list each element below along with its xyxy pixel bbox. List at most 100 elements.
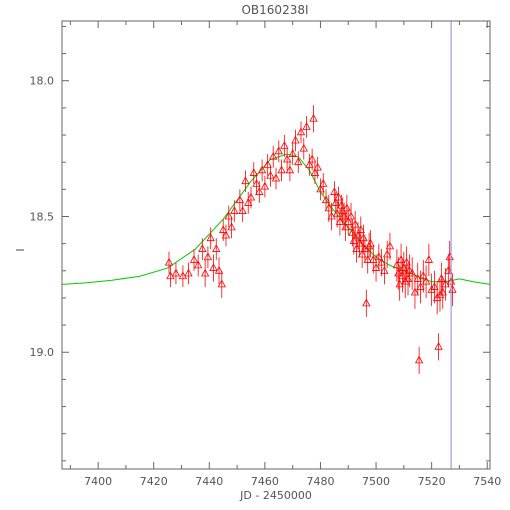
data-point — [244, 192, 253, 214]
data-point — [255, 181, 264, 203]
data-point — [405, 254, 414, 288]
data-point — [257, 159, 267, 182]
data-point — [274, 140, 283, 163]
data-point — [246, 186, 256, 209]
triangle-marker — [294, 157, 303, 166]
data-point — [212, 238, 221, 260]
data-point — [209, 254, 218, 282]
triangle-marker — [238, 206, 247, 214]
triangle-marker — [269, 151, 278, 160]
triangle-marker — [299, 143, 308, 152]
data-point — [414, 346, 424, 374]
data-point — [307, 148, 317, 171]
data-point — [266, 164, 275, 187]
data-point — [249, 162, 258, 184]
data-point — [395, 268, 404, 301]
data-point — [221, 224, 231, 247]
data-point — [448, 273, 457, 307]
triangle-marker — [189, 255, 199, 263]
triangle-marker — [408, 268, 417, 277]
data-point — [203, 246, 213, 269]
triangle-marker — [413, 274, 422, 282]
triangle-marker — [427, 284, 436, 293]
triangle-marker — [324, 203, 333, 212]
triangle-marker — [209, 263, 218, 271]
data-point — [252, 173, 261, 195]
data-point — [305, 154, 314, 176]
data-point — [241, 170, 250, 193]
data-point — [285, 159, 295, 182]
triangle-marker — [230, 206, 239, 214]
triangle-marker — [335, 217, 345, 225]
triangle-marker — [194, 260, 203, 269]
triangle-marker — [401, 276, 410, 285]
data-point — [302, 116, 311, 138]
x-tick-label: 7520 — [418, 475, 446, 488]
triangle-marker — [296, 127, 306, 136]
data-point — [319, 173, 328, 195]
triangle-marker — [206, 233, 215, 242]
triangle-marker — [227, 222, 236, 231]
data-point — [235, 189, 245, 212]
triangle-marker — [246, 192, 256, 201]
triangle-marker — [371, 263, 381, 271]
data-point — [230, 200, 239, 222]
y-tick-label: 18.0 — [30, 75, 55, 88]
data-point — [380, 257, 389, 285]
data-point — [357, 240, 367, 269]
triangle-marker — [405, 265, 414, 274]
triangle-marker — [402, 257, 411, 266]
triangle-marker — [219, 225, 228, 233]
data-point — [344, 208, 353, 236]
data-point — [171, 262, 181, 285]
triangle-marker — [166, 271, 175, 280]
data-point — [334, 186, 343, 209]
triangle-marker — [342, 203, 352, 212]
data-point — [200, 259, 210, 288]
triangle-marker — [346, 211, 356, 220]
triangle-marker — [321, 195, 331, 204]
triangle-marker — [280, 141, 289, 149]
triangle-marker — [369, 255, 378, 263]
data-point — [374, 243, 384, 271]
data-point — [430, 270, 439, 304]
data-point — [362, 289, 371, 317]
data-point — [189, 249, 199, 271]
data-point — [263, 154, 272, 176]
x-tick-label: 7400 — [84, 475, 112, 488]
data-point — [330, 181, 339, 203]
data-point — [227, 216, 236, 239]
triangle-marker — [241, 176, 250, 185]
data-point — [280, 135, 289, 157]
triangle-marker — [377, 257, 386, 266]
data-point — [299, 137, 308, 160]
triangle-marker — [178, 271, 188, 280]
triangle-marker — [257, 165, 267, 174]
triangle-marker — [341, 222, 350, 231]
plot-frame — [61, 20, 491, 470]
triangle-marker — [212, 244, 221, 252]
triangle-marker — [307, 154, 317, 163]
data-point — [313, 156, 322, 179]
triangle-marker — [344, 217, 353, 225]
triangle-marker — [282, 154, 292, 163]
triangle-marker — [419, 271, 428, 280]
triangle-marker — [249, 168, 258, 176]
triangle-marker — [316, 184, 325, 193]
triangle-marker — [356, 225, 365, 233]
x-tick-label: 7480 — [306, 475, 334, 488]
triangle-marker — [396, 255, 406, 263]
triangle-marker — [434, 341, 443, 350]
data-point — [360, 235, 370, 263]
triangle-marker — [319, 179, 328, 187]
data-point — [416, 270, 425, 304]
triangle-marker — [351, 219, 360, 228]
data-point — [224, 205, 233, 228]
triangle-marker — [332, 208, 342, 217]
data-point — [296, 121, 306, 144]
triangle-marker — [421, 276, 431, 285]
triangle-marker — [288, 149, 297, 157]
triangle-marker — [263, 160, 272, 168]
data-point — [424, 243, 434, 277]
data-point — [260, 175, 270, 198]
